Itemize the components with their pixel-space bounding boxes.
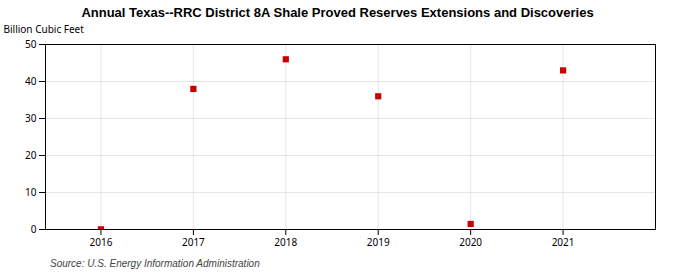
- svg-text:2018: 2018: [274, 235, 297, 249]
- svg-text:Billion Cubic Feet: Billion Cubic Feet: [4, 22, 85, 36]
- svg-text:2019: 2019: [367, 235, 390, 249]
- svg-text:30: 30: [25, 111, 37, 125]
- svg-text:40: 40: [25, 74, 37, 88]
- svg-text:20: 20: [25, 148, 37, 162]
- svg-text:2017: 2017: [182, 235, 205, 249]
- svg-text:50: 50: [25, 37, 37, 51]
- html-text:Source: U.S. Energy Informatio: Source: U.S. Energy Information Administ…: [50, 258, 260, 269]
- html-text:Annual Texas--RRC District 8A: Annual Texas--RRC District 8A Shale Prov…: [81, 5, 594, 20]
- svg-text:10: 10: [25, 185, 37, 199]
- svg-text:0: 0: [31, 222, 37, 236]
- svg-text:2020: 2020: [459, 235, 482, 249]
- svg-text:2021: 2021: [552, 235, 575, 249]
- svg-text:2016: 2016: [90, 235, 113, 249]
